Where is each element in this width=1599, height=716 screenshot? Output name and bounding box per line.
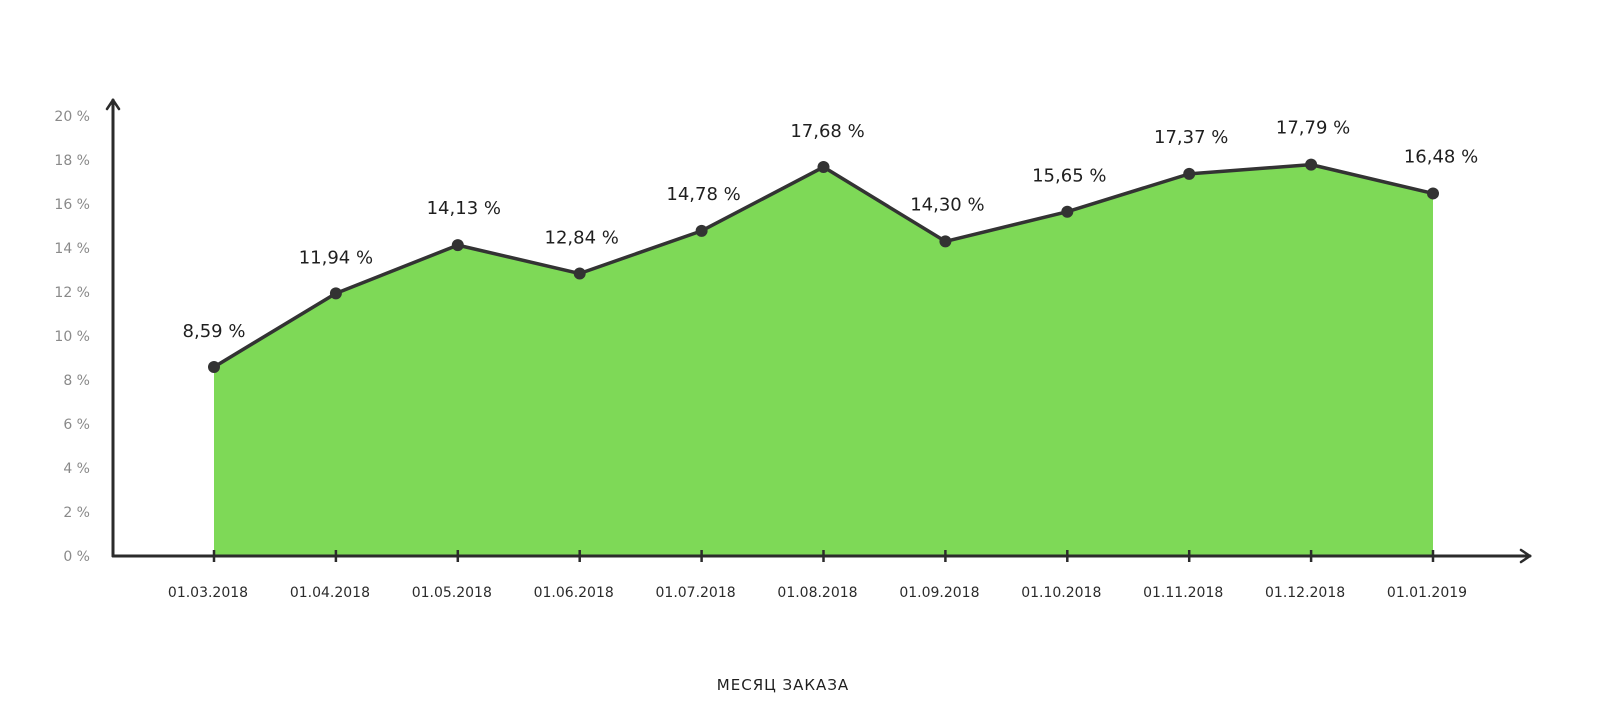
y-axis-ticks: 0 % 2 % 4 % 6 % 8 % 10 % 12 % 14 % 16 % 18 % 20 % [54,109,90,565]
data-label: 8,59 % [183,321,246,342]
y-tick-label: 20 % [54,109,90,125]
x-tick-label: 01.10.2018 [1021,585,1101,601]
data-point [695,224,708,237]
data-label: 14,13 % [427,198,501,219]
y-tick-label: 6 % [63,417,90,433]
x-tick-label: 01.11.2018 [1143,585,1223,601]
data-label: 12,84 % [545,228,619,249]
y-tick-label: 4 % [63,461,90,477]
y-tick-label: 18 % [54,153,90,169]
series-area-fill [214,164,1433,556]
data-label: 17,79 % [1276,118,1350,139]
data-point [1061,205,1074,218]
x-axis-ticks: 01.03.2018 01.04.2018 01.05.2018 01.06.2018… [168,550,1467,601]
data-label: 17,37 % [1154,127,1228,148]
x-axis-title: МЕСЯЦ ЗАКАЗА [717,676,849,694]
y-tick-label: 8 % [63,373,90,389]
data-point [817,161,830,174]
x-axis-arrow [1519,548,1532,564]
y-tick-label: 16 % [54,197,90,213]
y-axis-arrow [105,98,121,111]
area-layer [214,164,1433,556]
y-tick-label: 10 % [54,329,90,345]
x-tick-label: 01.03.2018 [168,585,248,601]
y-tick-label: 2 % [63,505,90,521]
x-tick-label: 01.09.2018 [899,585,979,601]
x-tick-label: 01.01.2019 [1387,585,1467,601]
x-tick-label: 01.06.2018 [534,585,614,601]
data-label: 17,68 % [790,121,864,142]
data-label: 11,94 % [299,247,373,268]
y-tick-label: 12 % [54,285,90,301]
data-point [939,235,952,248]
x-tick-label: 01.05.2018 [412,585,492,601]
data-point [1427,187,1439,200]
data-label: 16,48 % [1404,146,1478,167]
data-labels: 8,59 % 11,94 % 14,13 % 12,84 % 14,78 % 17,68 … [183,118,1479,342]
data-label: 14,78 % [666,184,740,205]
x-tick-label: 01.08.2018 [777,585,857,601]
x-tick-label: 01.07.2018 [656,585,736,601]
y-tick-label: 14 % [54,241,90,257]
data-points [208,158,1439,374]
data-point [451,239,464,252]
data-point [573,267,586,280]
data-point [208,361,220,374]
data-point [329,287,342,300]
x-tick-label: 01.12.2018 [1265,585,1345,601]
data-point [1305,158,1318,171]
data-label: 15,65 % [1032,166,1106,187]
axes [105,98,1532,564]
y-tick-label: 0 % [63,549,90,565]
data-point [1183,167,1196,180]
x-tick-label: 01.04.2018 [290,585,370,601]
data-label: 14,30 % [910,194,984,215]
